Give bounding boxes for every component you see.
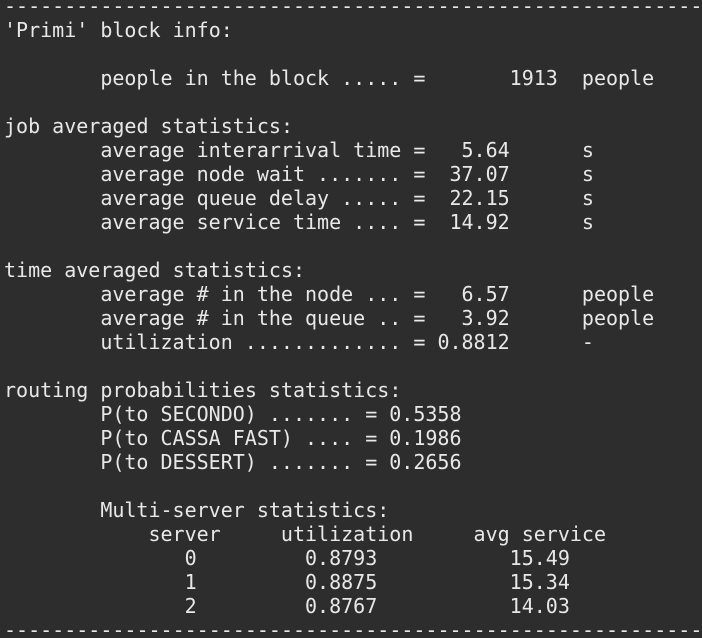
section-title: routing probabilities statistics: [4,378,402,402]
table-cell: 0.8875 [305,570,378,594]
stat-label: average # in the node ... = [100,282,426,306]
stat-unit: s [581,162,594,186]
stat-label: utilization ............. = [100,330,426,354]
table-cell: 15.34 [509,570,570,594]
table-cell: 15.49 [509,546,570,570]
table-cell: 14.03 [509,594,570,618]
table-header: utilization [280,522,414,546]
prob-label: P(to SECONDO) ....... = [100,402,378,426]
table-cell: 0.8793 [305,546,378,570]
stat-value: 6.57 [461,282,510,306]
table-cell: 0 [184,546,197,570]
stat-value: 0.8812 [437,330,510,354]
prob-value: 0.5358 [389,402,462,426]
stat-value: 5.64 [461,138,510,162]
table-cell: 0.8767 [305,594,378,618]
stat-unit: people [581,282,655,306]
stat-label: average node wait ....... = [100,162,426,186]
stat-label: average queue delay ..... = [100,186,426,210]
stat-value: 3.92 [461,306,510,330]
stat-label: average # in the queue .. = [100,306,426,330]
section-title: Multi-server statistics: [100,498,390,522]
separator: ----------------------------------------… [4,618,702,638]
section-title: time averaged statistics: [4,258,306,282]
stat-label: average interarrival time = [100,138,426,162]
section-title: job averaged statistics: [4,114,293,138]
stat-unit: s [581,186,594,210]
stat-unit: - [581,330,594,354]
stat-value: 22.15 [449,186,510,210]
table-cell: 1 [184,570,197,594]
prob-value: 0.1986 [389,426,462,450]
stat-value: 14.92 [449,210,510,234]
stat-unit: s [581,138,594,162]
table-cell: 2 [184,594,197,618]
prob-label: P(to CASSA FAST) .... = [100,426,378,450]
section-title: 'Primi' block info: [4,18,233,42]
stat-value: 37.07 [449,162,510,186]
prob-value: 0.2656 [389,450,462,474]
stat-label: people in the block ..... = [100,66,426,90]
separator: ----------------------------------------… [4,0,702,18]
prob-label: P(to DESSERT) ....... = [100,450,378,474]
stat-value: 1913 [509,66,558,90]
table-header: server [148,522,221,546]
stat-label: average service time .... = [100,210,426,234]
table-header: avg service [473,522,606,546]
stat-unit: s [581,210,594,234]
stat-unit: people [581,306,655,330]
stat-unit: people [581,66,655,90]
